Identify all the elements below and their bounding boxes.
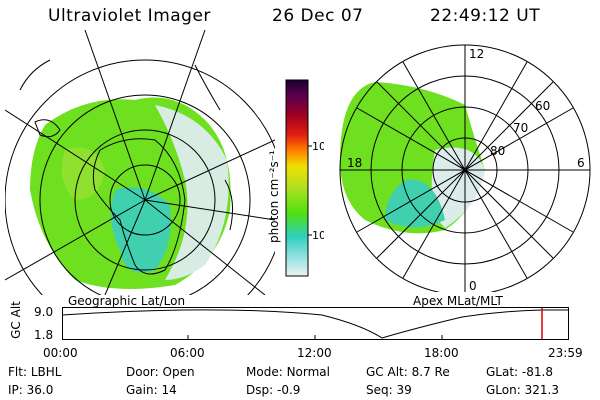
info-glat: GLat: -81.8 — [486, 365, 553, 379]
timeline-xtick-0600: 06:00 — [170, 346, 205, 360]
colorbar-tick-100: 100 — [312, 140, 324, 153]
info-seq: Seq: 39 — [366, 383, 412, 397]
timeline-ylabel: GC Alt — [9, 301, 23, 339]
magnetic-polar-plot: 12 18 6 0 60 70 80 — [339, 44, 591, 292]
timeline-ytick-9: 9.0 — [34, 305, 54, 319]
info-glon: GLon: 321.3 — [486, 383, 559, 397]
altitude-curve — [62, 309, 568, 339]
mlt-label-12: 12 — [469, 47, 484, 61]
mlt-label-6: 6 — [577, 156, 585, 170]
colorbar-unit-label: photon cm⁻²s⁻¹ — [267, 150, 281, 243]
info-flt: Flt: LBHL — [8, 365, 62, 379]
coastline — [92, 138, 186, 275]
timeline-xtick-1200: 12:00 — [297, 346, 332, 360]
timeline-xtick-1800: 18:00 — [424, 346, 459, 360]
colorbar: 100 10 photon cm⁻²s⁻¹ — [267, 79, 324, 277]
info-door: Door: Open — [126, 365, 195, 379]
timeline-ytick-1.8: 1.8 — [34, 328, 54, 342]
observation-time: 22:49:12 UT — [430, 6, 541, 26]
mlt-label-0: 0 — [469, 279, 477, 292]
observation-date: 26 Dec 07 — [272, 6, 364, 26]
mlat-label-60: 60 — [535, 99, 550, 113]
info-gc-alt: GC Alt: 8.7 Re — [366, 365, 450, 379]
timeline-xtick-2359: 23:59 — [548, 346, 583, 360]
mlat-label-70: 70 — [513, 121, 528, 135]
info-ip: IP: 36.0 — [8, 383, 54, 397]
colorbar-tick-10: 10 — [312, 229, 324, 242]
timeline-xtick-0000: 00:00 — [43, 346, 78, 360]
mlat-label-80: 80 — [490, 144, 505, 158]
info-mode: Mode: Normal — [246, 365, 330, 379]
info-gain: Gain: 14 — [126, 383, 177, 397]
geographic-panel-label: Geographic Lat/Lon — [68, 294, 186, 308]
altitude-timeline — [62, 307, 569, 340]
geographic-map — [5, 30, 275, 295]
instrument-title: Ultraviolet Imager — [48, 6, 211, 26]
mlt-label-18: 18 — [347, 156, 362, 170]
info-dsp: Dsp: -0.9 — [246, 383, 301, 397]
magnetic-panel-label: Apex MLat/MLT — [413, 294, 503, 308]
